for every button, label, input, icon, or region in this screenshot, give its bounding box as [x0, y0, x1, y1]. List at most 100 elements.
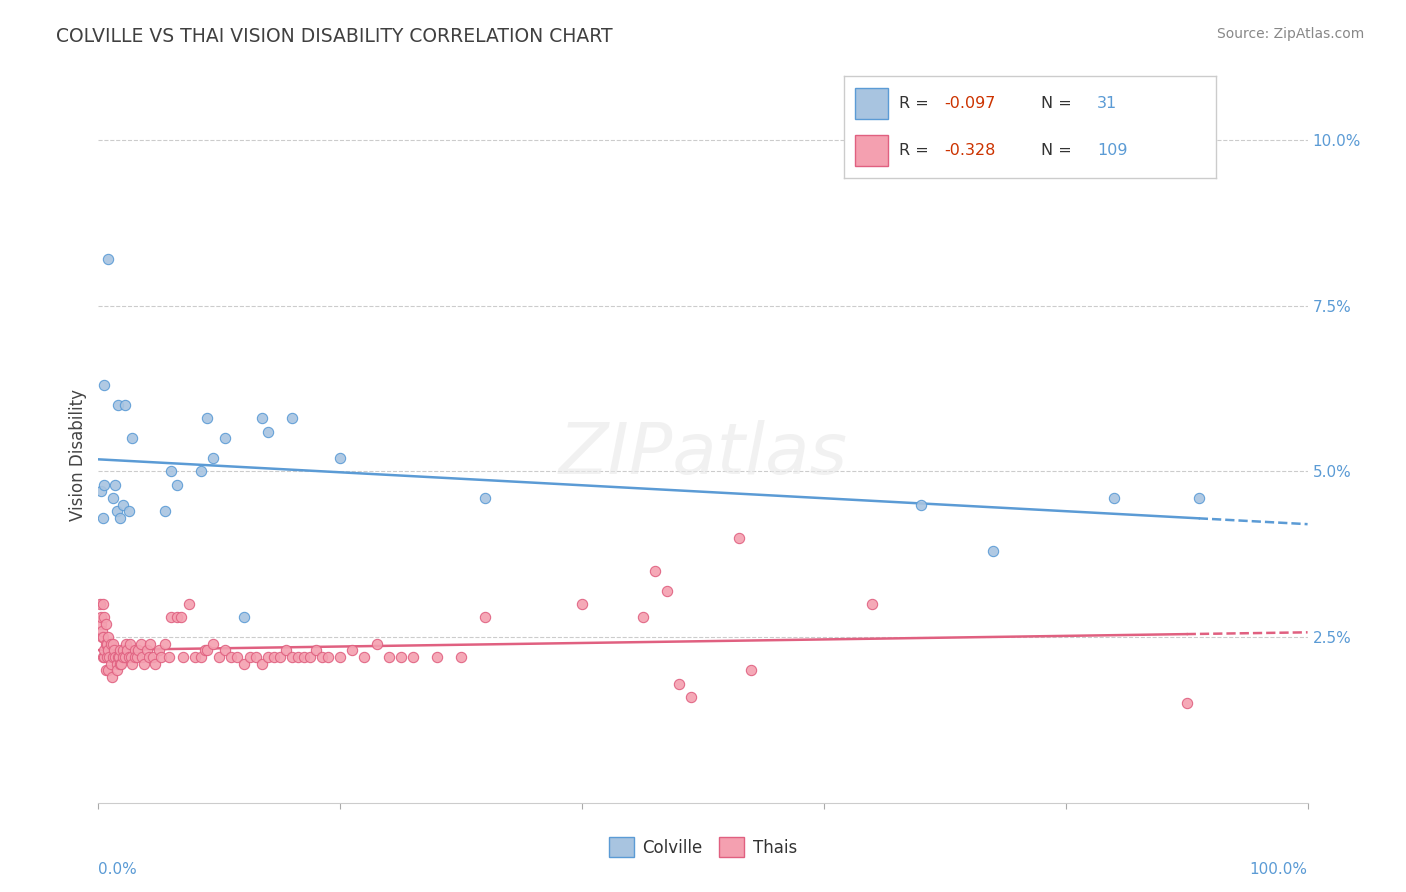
Point: [124, 643, 146, 657]
Point: [311, 650, 333, 665]
Point: [860, 597, 883, 611]
Point: [98, 650, 121, 665]
Point: [250, 411, 273, 425]
Point: [679, 690, 702, 704]
Point: [194, 643, 217, 657]
Point: [134, 657, 156, 671]
Point: [148, 643, 170, 657]
Point: [114, 650, 136, 665]
Text: R =: R =: [900, 144, 935, 158]
Point: [100, 657, 122, 671]
Point: [111, 650, 134, 665]
Point: [1175, 697, 1198, 711]
Text: ZIPatlas: ZIPatlas: [558, 420, 848, 490]
Point: [103, 643, 125, 657]
Point: [101, 637, 124, 651]
Point: [127, 643, 149, 657]
Point: [91, 650, 114, 665]
Text: N =: N =: [1040, 144, 1077, 158]
Point: [90, 610, 112, 624]
Point: [281, 650, 304, 665]
Point: [740, 663, 762, 677]
Point: [100, 670, 122, 684]
Point: [93, 610, 115, 624]
Point: [202, 451, 225, 466]
Point: [172, 650, 194, 665]
Point: [90, 616, 112, 631]
Point: [104, 477, 127, 491]
Point: [655, 583, 678, 598]
Text: N =: N =: [1040, 96, 1077, 111]
Point: [94, 637, 117, 651]
Point: [97, 643, 120, 657]
Point: [93, 378, 115, 392]
Point: [143, 657, 166, 671]
Point: [202, 637, 225, 651]
Point: [256, 650, 278, 665]
Point: [214, 431, 236, 445]
Point: [111, 643, 134, 657]
Point: [269, 650, 291, 665]
Point: [118, 637, 141, 651]
Point: [94, 663, 117, 677]
Point: [150, 650, 173, 665]
FancyBboxPatch shape: [855, 88, 889, 119]
Point: [329, 451, 352, 466]
Point: [97, 252, 120, 267]
Text: COLVILLE VS THAI VISION DISABILITY CORRELATION CHART: COLVILLE VS THAI VISION DISABILITY CORRE…: [56, 27, 613, 45]
Point: [728, 531, 751, 545]
Point: [981, 544, 1004, 558]
Point: [157, 650, 180, 665]
Point: [402, 650, 425, 665]
Point: [281, 411, 304, 425]
Point: [450, 650, 472, 665]
Point: [195, 411, 218, 425]
Point: [263, 650, 285, 665]
Point: [90, 484, 112, 499]
Point: [100, 637, 122, 651]
Point: [110, 657, 132, 671]
Point: [169, 610, 191, 624]
Text: -0.097: -0.097: [945, 96, 995, 111]
Point: [114, 398, 136, 412]
Point: [292, 650, 315, 665]
Point: [190, 650, 212, 665]
Point: [160, 465, 183, 479]
Point: [166, 477, 188, 491]
Point: [105, 663, 128, 677]
Point: [668, 676, 690, 690]
Point: [118, 650, 141, 665]
Point: [96, 637, 118, 651]
Point: [631, 610, 654, 624]
Point: [342, 643, 364, 657]
Point: [366, 637, 388, 651]
Legend: Colville, Thais: Colville, Thais: [602, 830, 804, 864]
Text: Source: ZipAtlas.com: Source: ZipAtlas.com: [1216, 27, 1364, 41]
Point: [190, 465, 212, 479]
Point: [305, 643, 328, 657]
Point: [101, 650, 124, 665]
Point: [97, 663, 120, 677]
Point: [115, 637, 138, 651]
Point: [108, 511, 131, 525]
Point: [287, 650, 309, 665]
Point: [389, 650, 412, 665]
Point: [245, 650, 267, 665]
Point: [184, 650, 207, 665]
Point: [232, 657, 254, 671]
Point: [89, 597, 111, 611]
Point: [177, 597, 201, 611]
Point: [91, 630, 114, 644]
Point: [101, 491, 124, 505]
Point: [910, 498, 932, 512]
Text: 109: 109: [1097, 144, 1128, 158]
Point: [226, 650, 249, 665]
Point: [644, 564, 666, 578]
Point: [239, 650, 262, 665]
Point: [108, 657, 131, 671]
Point: [214, 643, 236, 657]
Point: [250, 657, 273, 671]
Point: [166, 610, 188, 624]
Point: [118, 504, 141, 518]
Y-axis label: Vision Disability: Vision Disability: [69, 389, 87, 521]
